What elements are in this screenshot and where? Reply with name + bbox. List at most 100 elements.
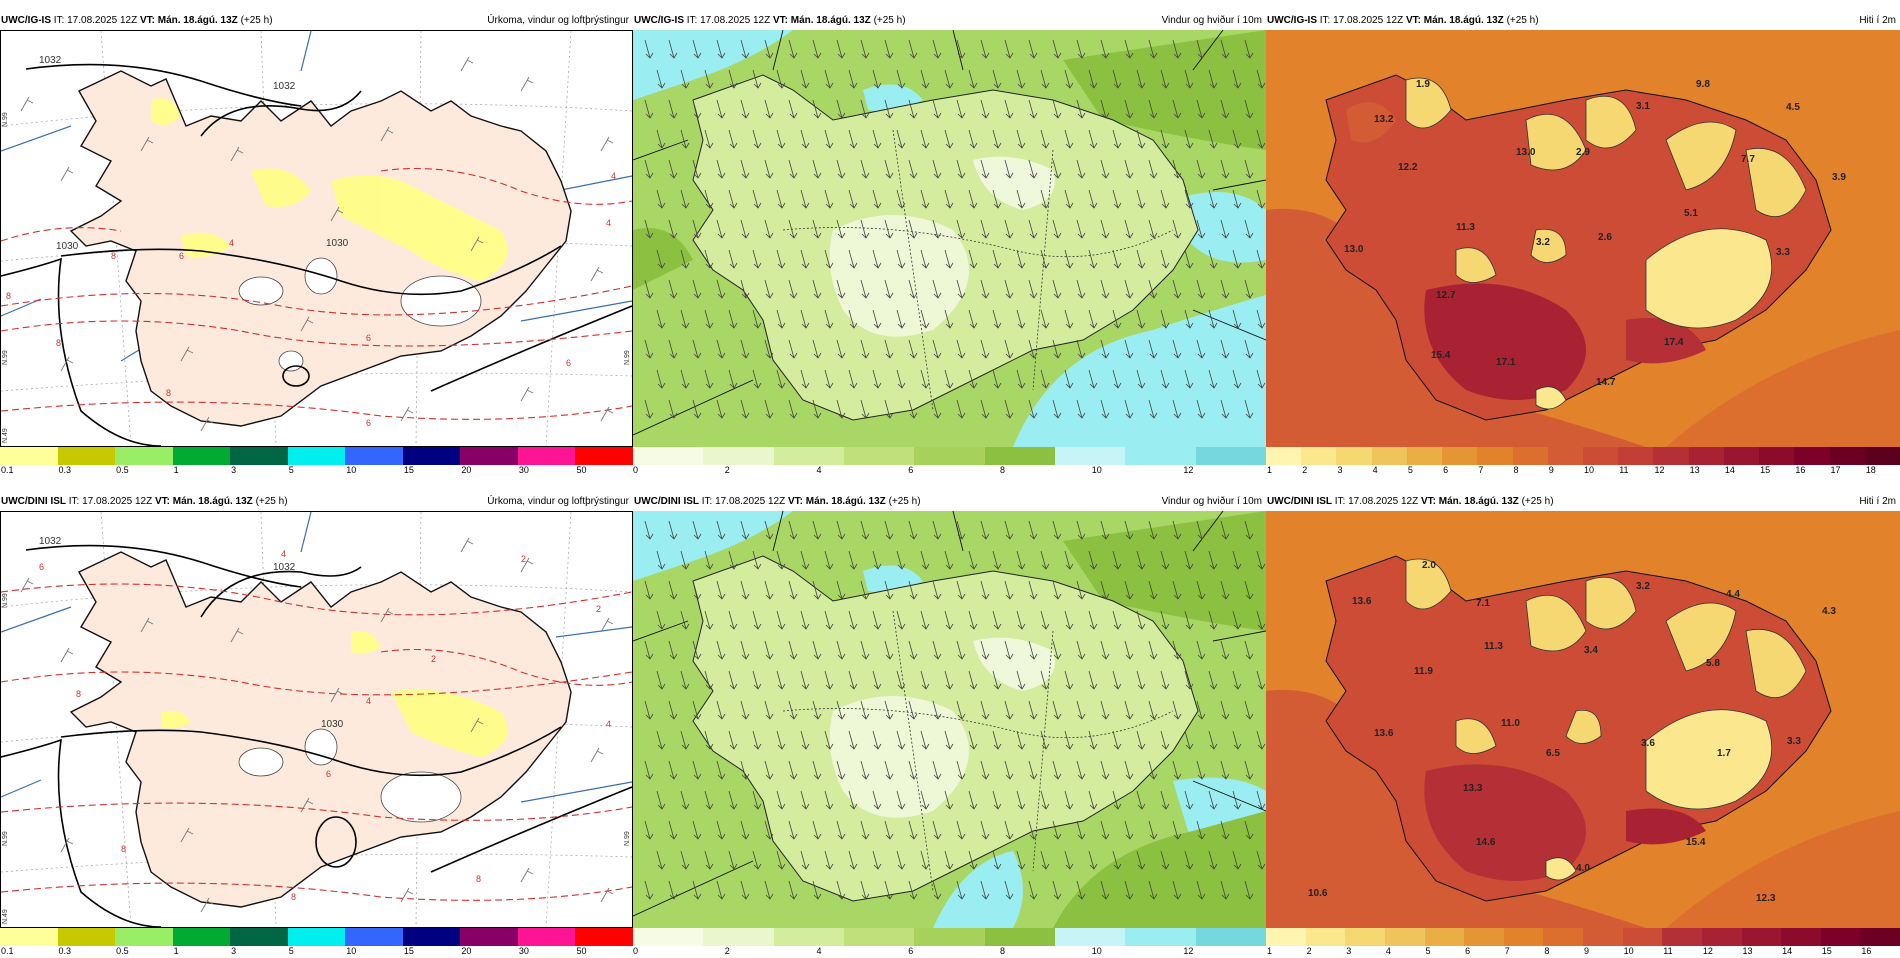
wind-arrow — [1148, 339, 1158, 359]
colorbar-swatch — [402, 928, 461, 946]
temp-value-label: 17.1 — [1496, 357, 1516, 368]
wind-arrow — [716, 580, 726, 600]
wind-arrow — [1136, 69, 1146, 89]
svg-text:N.99: N.99 — [624, 831, 631, 846]
colorbar-tick-label: 7 — [1478, 465, 1484, 475]
wind-arrow — [764, 39, 774, 59]
colorbar-tick-label: 4 — [816, 946, 822, 956]
wind-arrow — [740, 279, 750, 299]
colorbar-tick-label: 6 — [1465, 946, 1471, 956]
wind-arrow — [740, 640, 750, 660]
wind-arrow — [896, 790, 906, 810]
temp-value-label: 4.4 — [1726, 589, 1740, 600]
wind-arrow — [908, 219, 918, 239]
wind-arrow — [1076, 880, 1086, 900]
wind-arrow — [776, 309, 786, 329]
colorbar-swatch — [230, 447, 288, 465]
wind-arrow — [1160, 249, 1170, 269]
colorbar-swatch — [1864, 447, 1900, 465]
colorbar-tick-label: 9 — [1584, 946, 1590, 956]
wind-arrow — [944, 730, 954, 750]
svg-text:N.99: N.99 — [2, 831, 9, 846]
panel-title: Vindur og hviður í 10m — [1161, 496, 1262, 507]
temp-value-label: 5.8 — [1706, 658, 1720, 669]
wind-arrow — [680, 850, 690, 870]
colorbar-swatch — [1477, 447, 1513, 465]
colorbar-swatch — [172, 928, 231, 946]
wind-arrow — [908, 339, 918, 359]
colorbar-tick-label: 20 — [461, 946, 472, 956]
colorbar-tick-label: 10 — [1091, 465, 1102, 475]
temp-value-label: 9.8 — [1696, 79, 1710, 90]
wind-arrow — [764, 399, 774, 419]
wind-arrow — [800, 730, 810, 750]
wind-arrow — [1244, 279, 1254, 299]
temp-value-label: 3.6 — [1641, 738, 1655, 749]
panel-title: Úrkoma, vindur og loftþrýstingur — [487, 15, 629, 26]
wind-arrow — [644, 219, 654, 239]
wind-arrow — [788, 520, 798, 540]
wind-arrow — [1148, 279, 1158, 299]
svg-text:N.99: N.99 — [2, 350, 9, 365]
colorbar-tick-label: 3 — [1346, 946, 1352, 956]
wind-arrow — [788, 219, 798, 239]
wind-arrow — [1172, 580, 1182, 600]
wind-arrow — [944, 129, 954, 149]
wind-arrow — [716, 159, 726, 179]
model-name: UWC/IG-IS — [1, 15, 51, 26]
wind-arrow — [1124, 760, 1134, 780]
wind-arrow — [644, 520, 654, 540]
wind-arrow — [884, 159, 894, 179]
wind-arrow — [836, 580, 846, 600]
wind-arrow — [1196, 580, 1206, 600]
colorbar-swatch — [517, 447, 576, 465]
wind-arrow — [908, 700, 918, 720]
wind-arrow — [944, 850, 954, 870]
wind-arrow — [716, 520, 726, 540]
wind-arrow — [860, 279, 870, 299]
wind-arrow — [896, 670, 906, 690]
wind-arrow — [872, 129, 882, 149]
panel-header: UWC/DINI ISL IT: 17.08.2025 12Z VT: Mán.… — [0, 493, 633, 511]
wind-arrow — [1184, 670, 1194, 690]
valid-time: VT: Mán. 18.ágú. 13Z — [787, 496, 886, 507]
colorbar-tick-label: 8 — [1544, 946, 1550, 956]
lead-time: (+25 h) — [873, 15, 906, 26]
wind-arrow — [692, 580, 702, 600]
temp-colorbar-ticks: 1 2 3 4 5 6 7 8 9 10 11 12 13 14 15 16 — [1266, 946, 1900, 958]
wind-arrow — [740, 99, 750, 119]
wind-arrow — [836, 880, 846, 900]
wind-arrow — [656, 730, 666, 750]
colorbar-tick-label: 1 — [1267, 946, 1273, 956]
wind-arrow — [1184, 850, 1194, 870]
wind-arrow — [1220, 700, 1230, 720]
colorbar-swatch — [1741, 928, 1782, 946]
wind-arrow — [1172, 99, 1182, 119]
wind-arrow — [992, 610, 1002, 630]
wind-arrow — [1052, 760, 1062, 780]
wind-arrow — [680, 670, 690, 690]
colorbar-swatch — [773, 447, 844, 465]
wind-arrow — [1004, 399, 1014, 419]
wind-arrow — [656, 189, 666, 209]
colorbar-tick-label: 11 — [1663, 946, 1673, 956]
wind-arrow — [680, 790, 690, 810]
wind-arrow — [848, 670, 858, 690]
colorbar-swatch — [1424, 928, 1465, 946]
temp-value-label: 15.4 — [1431, 350, 1451, 361]
wind-arrow — [884, 520, 894, 540]
wind-arrow — [932, 880, 942, 900]
wind-arrow — [644, 640, 654, 660]
wind-arrow — [1196, 399, 1206, 419]
wind-arrow — [1208, 129, 1218, 149]
wind-arrow — [860, 640, 870, 660]
wind-arrow — [812, 760, 822, 780]
temp-value-label: 1.9 — [1416, 79, 1430, 90]
wind-arrow — [1124, 39, 1134, 59]
wind-arrow — [992, 189, 1002, 209]
wind-arrow — [704, 309, 714, 329]
wind-arrow — [1208, 550, 1218, 570]
wind-arrow — [920, 309, 930, 329]
wind-arrow — [1148, 880, 1158, 900]
colorbar-swatch — [984, 447, 1055, 465]
